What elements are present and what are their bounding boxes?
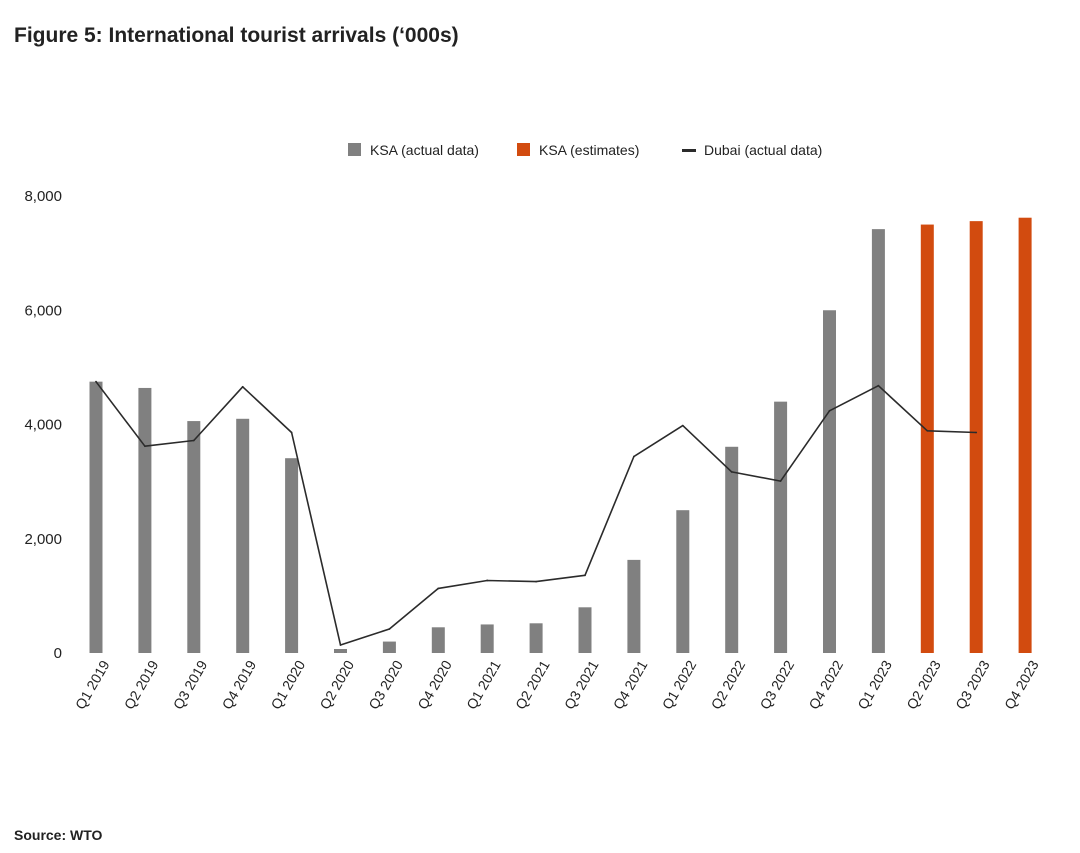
- ksa-actual-bar: [89, 381, 103, 653]
- x-tick-label: Q1 2022: [659, 657, 700, 712]
- x-tick-label: Q3 2023: [952, 657, 993, 712]
- dubai-point: [388, 628, 391, 630]
- chart-title: Figure 5: International tourist arrivals…: [14, 24, 459, 47]
- ksa-estimate-bar: [1018, 217, 1032, 653]
- dubai-line: [95, 380, 978, 646]
- ksa-estimate-bar: [969, 221, 983, 653]
- dubai-point: [926, 429, 929, 432]
- y-tick-label: 8,000: [24, 188, 62, 205]
- ksa-actual-bar: [578, 607, 592, 653]
- x-tick-label: Q1 2019: [72, 657, 113, 712]
- x-tick-label: Q3 2019: [170, 657, 211, 712]
- ksa-actual-bar: [138, 387, 152, 653]
- ksa-actual-bar: [529, 623, 543, 653]
- dubai-point: [535, 580, 537, 583]
- source-note: Source: WTO: [14, 827, 103, 843]
- x-tick-label: Q2 2022: [708, 657, 749, 712]
- x-tick-label: Q3 2022: [756, 657, 797, 712]
- dubai-point: [192, 439, 195, 442]
- dubai-series-line: [95, 381, 977, 646]
- x-tick-label: Q1 2020: [267, 657, 308, 712]
- ksa-actual-bar: [382, 641, 396, 653]
- dubai-point: [290, 431, 293, 434]
- legend-label: Dubai (actual data): [704, 142, 822, 158]
- y-tick-label: 0: [54, 645, 62, 662]
- ksa-actual-bar: [774, 401, 788, 653]
- dubai-point: [730, 471, 733, 473]
- x-tick-label: Q4 2020: [414, 657, 455, 712]
- legend-swatch: [348, 143, 361, 156]
- ksa-actual-bar: [676, 510, 690, 653]
- x-tick-label: Q4 2023: [1001, 657, 1042, 712]
- legend: KSA (actual data) KSA (estimates) Dubai (a…: [348, 142, 822, 158]
- ksa-actual-bar: [431, 627, 445, 653]
- dubai-point: [975, 431, 978, 434]
- y-tick-label: 6,000: [24, 302, 62, 319]
- y-tick-label: 4,000: [24, 417, 62, 434]
- ksa-actual-bar: [725, 446, 739, 653]
- y-tick-label: 2,000: [24, 531, 62, 548]
- x-tick-label: Q2 2021: [512, 657, 553, 712]
- ksa-estimate-bar: [920, 224, 934, 653]
- legend-label: KSA (estimates): [539, 142, 639, 158]
- x-tick-label: Q4 2021: [610, 657, 651, 712]
- x-axis: Q1 2019 Q2 2019 Q3 2019 Q4 2019 Q1 2020 Q2 20…: [72, 657, 1042, 712]
- x-tick-label: Q1 2023: [854, 657, 895, 712]
- ksa-actual-bar: [871, 229, 885, 653]
- dubai-point: [144, 445, 146, 448]
- dubai-point: [877, 384, 880, 387]
- legend-swatch: [517, 143, 530, 156]
- x-tick-label: Q3 2021: [561, 657, 602, 712]
- dubai-point: [633, 455, 635, 458]
- ksa-actual-bar: [480, 624, 494, 653]
- ksa-actual-bar: [236, 418, 250, 653]
- dubai-point: [828, 409, 831, 412]
- ksa-actual-bar: [285, 458, 299, 653]
- x-tick-label: Q4 2019: [219, 657, 260, 712]
- dubai-point: [437, 587, 440, 590]
- dubai-point: [339, 644, 342, 646]
- dubai-point: [95, 380, 97, 383]
- ksa-actual-bar: [627, 559, 641, 653]
- x-tick-label: Q2 2020: [316, 657, 357, 712]
- dubai-point: [241, 385, 244, 388]
- ksa-actual-bar: [334, 649, 347, 653]
- x-tick-label: Q2 2023: [903, 657, 944, 712]
- dubai-point: [486, 579, 489, 582]
- dubai-point: [681, 424, 684, 427]
- x-tick-label: Q4 2022: [805, 657, 846, 712]
- x-tick-label: Q3 2020: [365, 657, 406, 712]
- dubai-point: [779, 480, 782, 482]
- legend-line-swatch: [682, 149, 696, 152]
- y-axis: 0 2,000 4,000 6,000 8,000: [24, 188, 62, 662]
- legend-label: KSA (actual data): [370, 142, 479, 158]
- bars: [89, 217, 1032, 653]
- dubai-point: [584, 574, 586, 577]
- ksa-actual-bar: [823, 310, 836, 653]
- x-tick-label: Q1 2021: [463, 657, 504, 712]
- ksa-actual-bar: [187, 421, 201, 653]
- x-tick-label: Q2 2019: [121, 657, 162, 712]
